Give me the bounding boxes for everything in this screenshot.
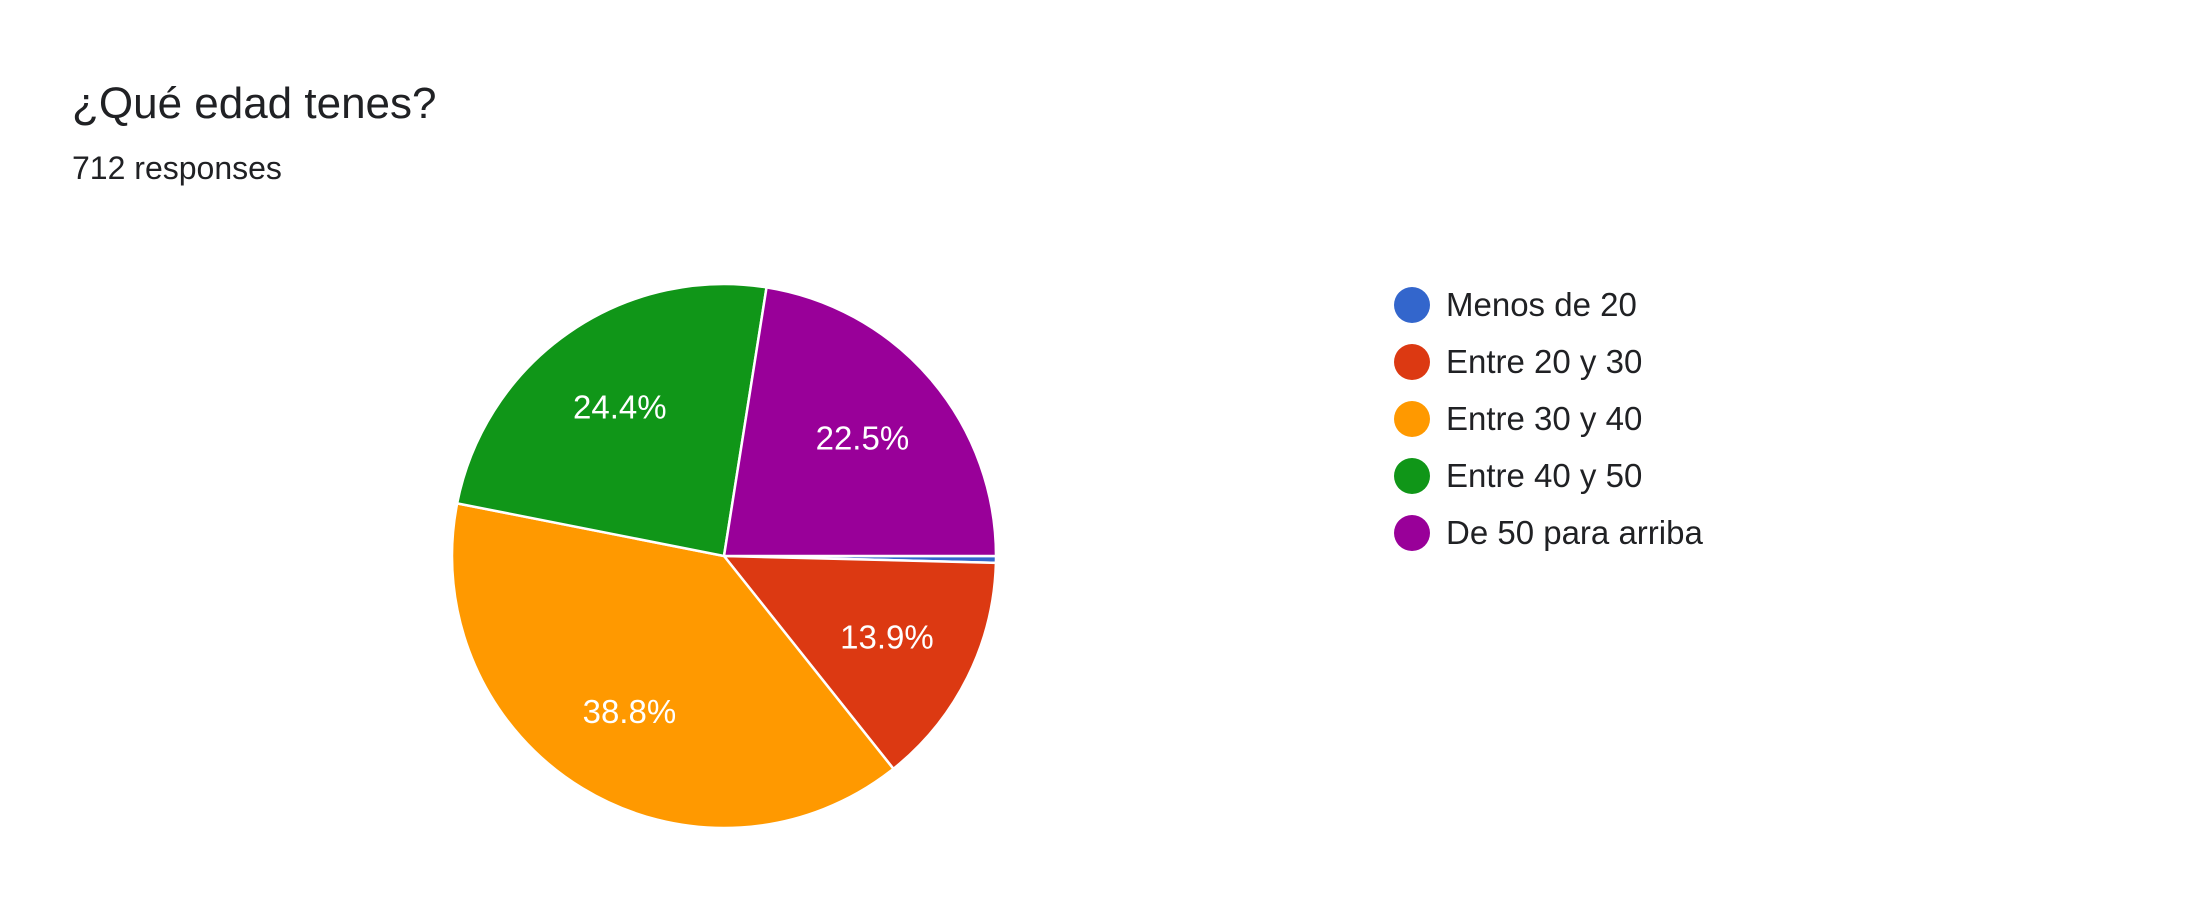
- legend-label: Entre 30 y 40: [1446, 399, 1643, 437]
- response-count: 712 responses: [72, 150, 282, 186]
- legend-item-entre-40-y-50[interactable]: Entre 40 y 50: [1394, 447, 1703, 504]
- pie-slice-de-50-para-arriba[interactable]: [722, 286, 998, 558]
- slice-label-entre-30-y-40: 38.8%: [583, 693, 677, 730]
- slice-label-entre-40-y-50: 24.4%: [573, 388, 667, 425]
- legend-label: Entre 20 y 30: [1446, 342, 1643, 380]
- legend-item-menos-de-20[interactable]: Menos de 20: [1394, 276, 1703, 333]
- legend-label: De 50 para arriba: [1446, 513, 1703, 551]
- legend-item-de-50-para-arriba[interactable]: De 50 para arriba: [1394, 504, 1703, 561]
- chart-legend: Menos de 20 Entre 20 y 30 Entre 30 y 40 Ent…: [1394, 276, 1703, 561]
- pie-slice-entre-40-y-50[interactable]: [455, 282, 768, 558]
- pie-slices: [450, 282, 998, 830]
- legend-swatch-icon: [1394, 400, 1430, 437]
- pie-slice-entre-20-y-30[interactable]: [722, 554, 998, 771]
- question-title: ¿Qué edad tenes?: [72, 79, 437, 128]
- legend-swatch-icon: [1394, 343, 1430, 380]
- legend-label: Entre 40 y 50: [1446, 456, 1643, 494]
- pie-slice-entre-30-y-40[interactable]: [450, 502, 895, 830]
- slice-label-entre-20-y-30: 13.9%: [840, 619, 934, 656]
- legend-label: Menos de 20: [1446, 285, 1637, 323]
- pie-slice-labels: 13.9% 38.8% 24.4% 22.5%: [573, 388, 934, 730]
- legend-item-entre-20-y-30[interactable]: Entre 20 y 30: [1394, 333, 1703, 390]
- legend-swatch-icon: [1394, 286, 1430, 323]
- legend-swatch-icon: [1394, 514, 1430, 551]
- legend-item-entre-30-y-40[interactable]: Entre 30 y 40: [1394, 390, 1703, 447]
- slice-label-de-50-para-arriba: 22.5%: [816, 419, 910, 456]
- legend-swatch-icon: [1394, 457, 1430, 494]
